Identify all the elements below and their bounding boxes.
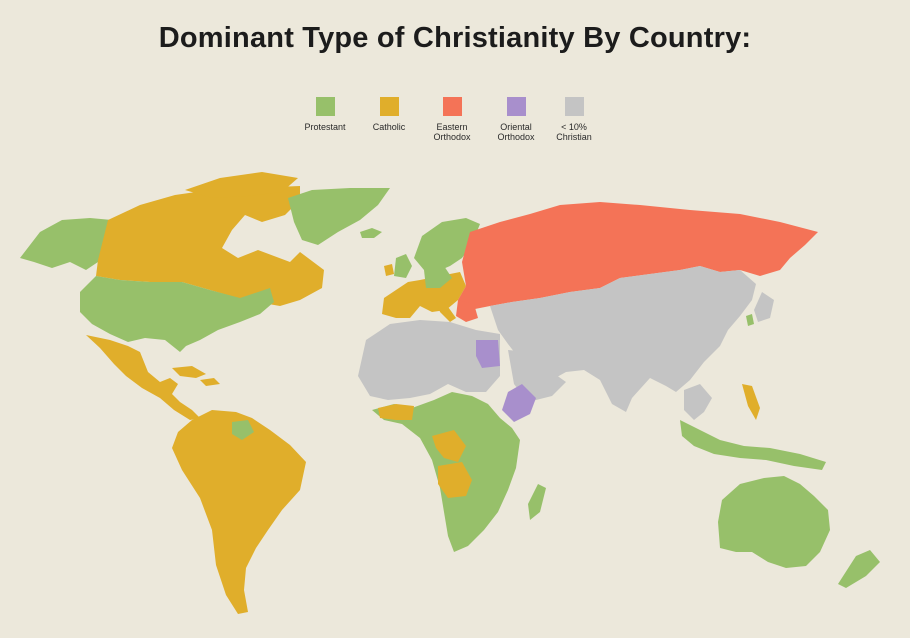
region-mexico-central-america (86, 335, 200, 420)
region-greenland (288, 188, 390, 245)
legend-item-under-10: < 10% Christian (544, 97, 604, 142)
region-scandinavia (414, 218, 480, 272)
legend-swatch-eastern-orthodox (442, 97, 462, 116)
region-indonesia (680, 420, 826, 470)
region-usa (80, 276, 274, 352)
legend: Protestant Catholic Eastern Orthodox Ori… (295, 97, 615, 147)
legend-label-oriental-orthodox: Oriental Orthodox (497, 122, 535, 142)
legend-swatch-oriental-orthodox (506, 97, 526, 116)
region-southeast-asia (684, 384, 712, 420)
region-egypt (476, 340, 500, 368)
region-italy (436, 300, 456, 322)
region-caribbean (172, 366, 206, 378)
region-west-africa-catholic (378, 404, 414, 420)
region-canada (96, 186, 324, 306)
legend-item-protestant: Protestant (295, 97, 355, 132)
legend-item-oriental-orthodox: Oriental Orthodox (486, 97, 546, 142)
legend-item-eastern-orthodox: Eastern Orthodox (422, 97, 482, 142)
legend-label-under-10: < 10% Christian (556, 122, 592, 142)
region-russia (458, 202, 818, 310)
region-angola (438, 462, 472, 498)
region-caribbean-east (200, 378, 220, 386)
region-philippines (742, 384, 760, 420)
region-north-africa (358, 320, 500, 400)
region-central-europe (424, 266, 452, 288)
map-title: Dominant Type of Christianity By Country… (158, 22, 752, 54)
region-south-america (172, 410, 306, 614)
region-australia (718, 476, 830, 568)
legend-swatch-protestant (315, 97, 335, 116)
region-ethiopia (502, 384, 536, 422)
legend-label-protestant: Protestant (304, 122, 346, 132)
legend-swatch-catholic (379, 97, 399, 116)
legend-label-eastern-orthodox: Eastern Orthodox (433, 122, 471, 142)
region-central-africa-catholic (432, 430, 466, 462)
legend-item-catholic: Catholic (359, 97, 419, 132)
region-balkans (456, 300, 478, 322)
region-iceland (360, 228, 382, 238)
legend-label-catholic: Catholic (372, 122, 406, 132)
region-uk (394, 254, 412, 278)
region-south-korea (746, 314, 754, 326)
region-new-zealand (838, 550, 880, 588)
region-alaska (20, 218, 112, 270)
region-canada-arctic (185, 172, 298, 198)
region-guianas (232, 420, 254, 440)
region-ireland (384, 264, 394, 276)
legend-swatch-under-10 (564, 97, 584, 116)
region-madagascar (528, 484, 546, 520)
region-japan (754, 292, 774, 322)
region-western-europe (382, 272, 466, 318)
